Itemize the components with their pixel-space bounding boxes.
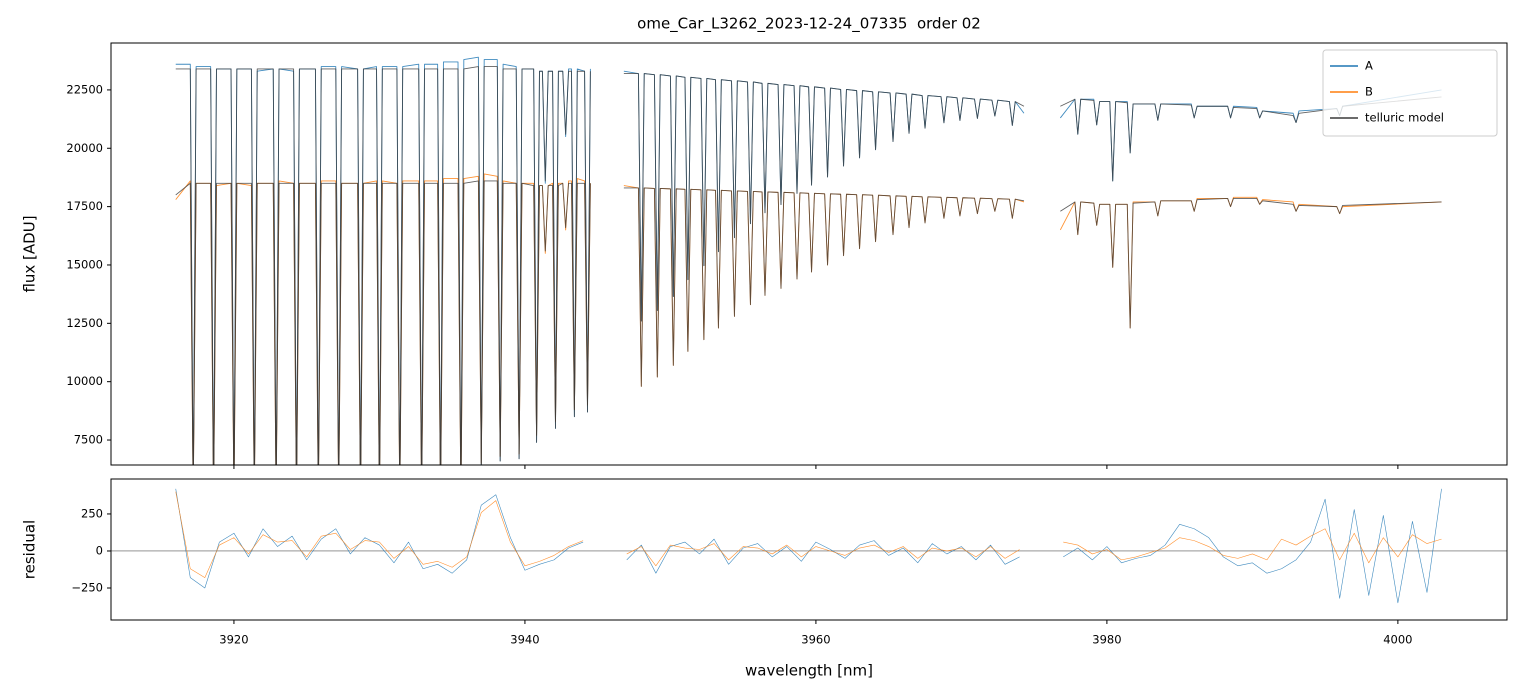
chart-title: ome_Car_L3262_2023-12-24_07335 order 02 (637, 15, 981, 34)
y-tick-label: 17500 (66, 199, 103, 213)
legend-box (1322, 49, 1498, 137)
y-tick-label: −250 (71, 581, 103, 595)
y-tick-label: 10000 (66, 374, 103, 388)
y-tick-label: 0 (96, 543, 103, 557)
x-tick-label: 4000 (1383, 633, 1412, 647)
y-tick-label: 7500 (74, 433, 103, 447)
x-tick-label: 3960 (801, 633, 830, 647)
y-tick-label: 15000 (66, 257, 103, 271)
series-line (175, 488, 1442, 604)
plot-area (175, 56, 1442, 465)
axes-frame (110, 478, 1508, 621)
series-line (175, 180, 1442, 465)
x-tick-label: 3920 (219, 633, 248, 647)
series-line (175, 66, 1442, 465)
legend-label: telluric model (1365, 111, 1444, 125)
x-tick-label: 3940 (510, 633, 539, 647)
y-axis-label: residual (21, 520, 39, 579)
y-tick-label: 22500 (66, 82, 103, 96)
series-line (175, 491, 1442, 578)
y-axis-label: flux [ADU] (21, 215, 39, 292)
plot-area (111, 488, 1507, 604)
legend-label: A (1365, 59, 1373, 73)
y-tick-label: 250 (81, 506, 103, 520)
y-tick-label: 20000 (66, 141, 103, 155)
x-axis-label: wavelength [nm] (745, 662, 873, 680)
legend-label: B (1365, 85, 1373, 99)
axes-frame (110, 42, 1508, 466)
y-tick-label: 12500 (66, 316, 103, 330)
x-tick-label: 3980 (1092, 633, 1121, 647)
